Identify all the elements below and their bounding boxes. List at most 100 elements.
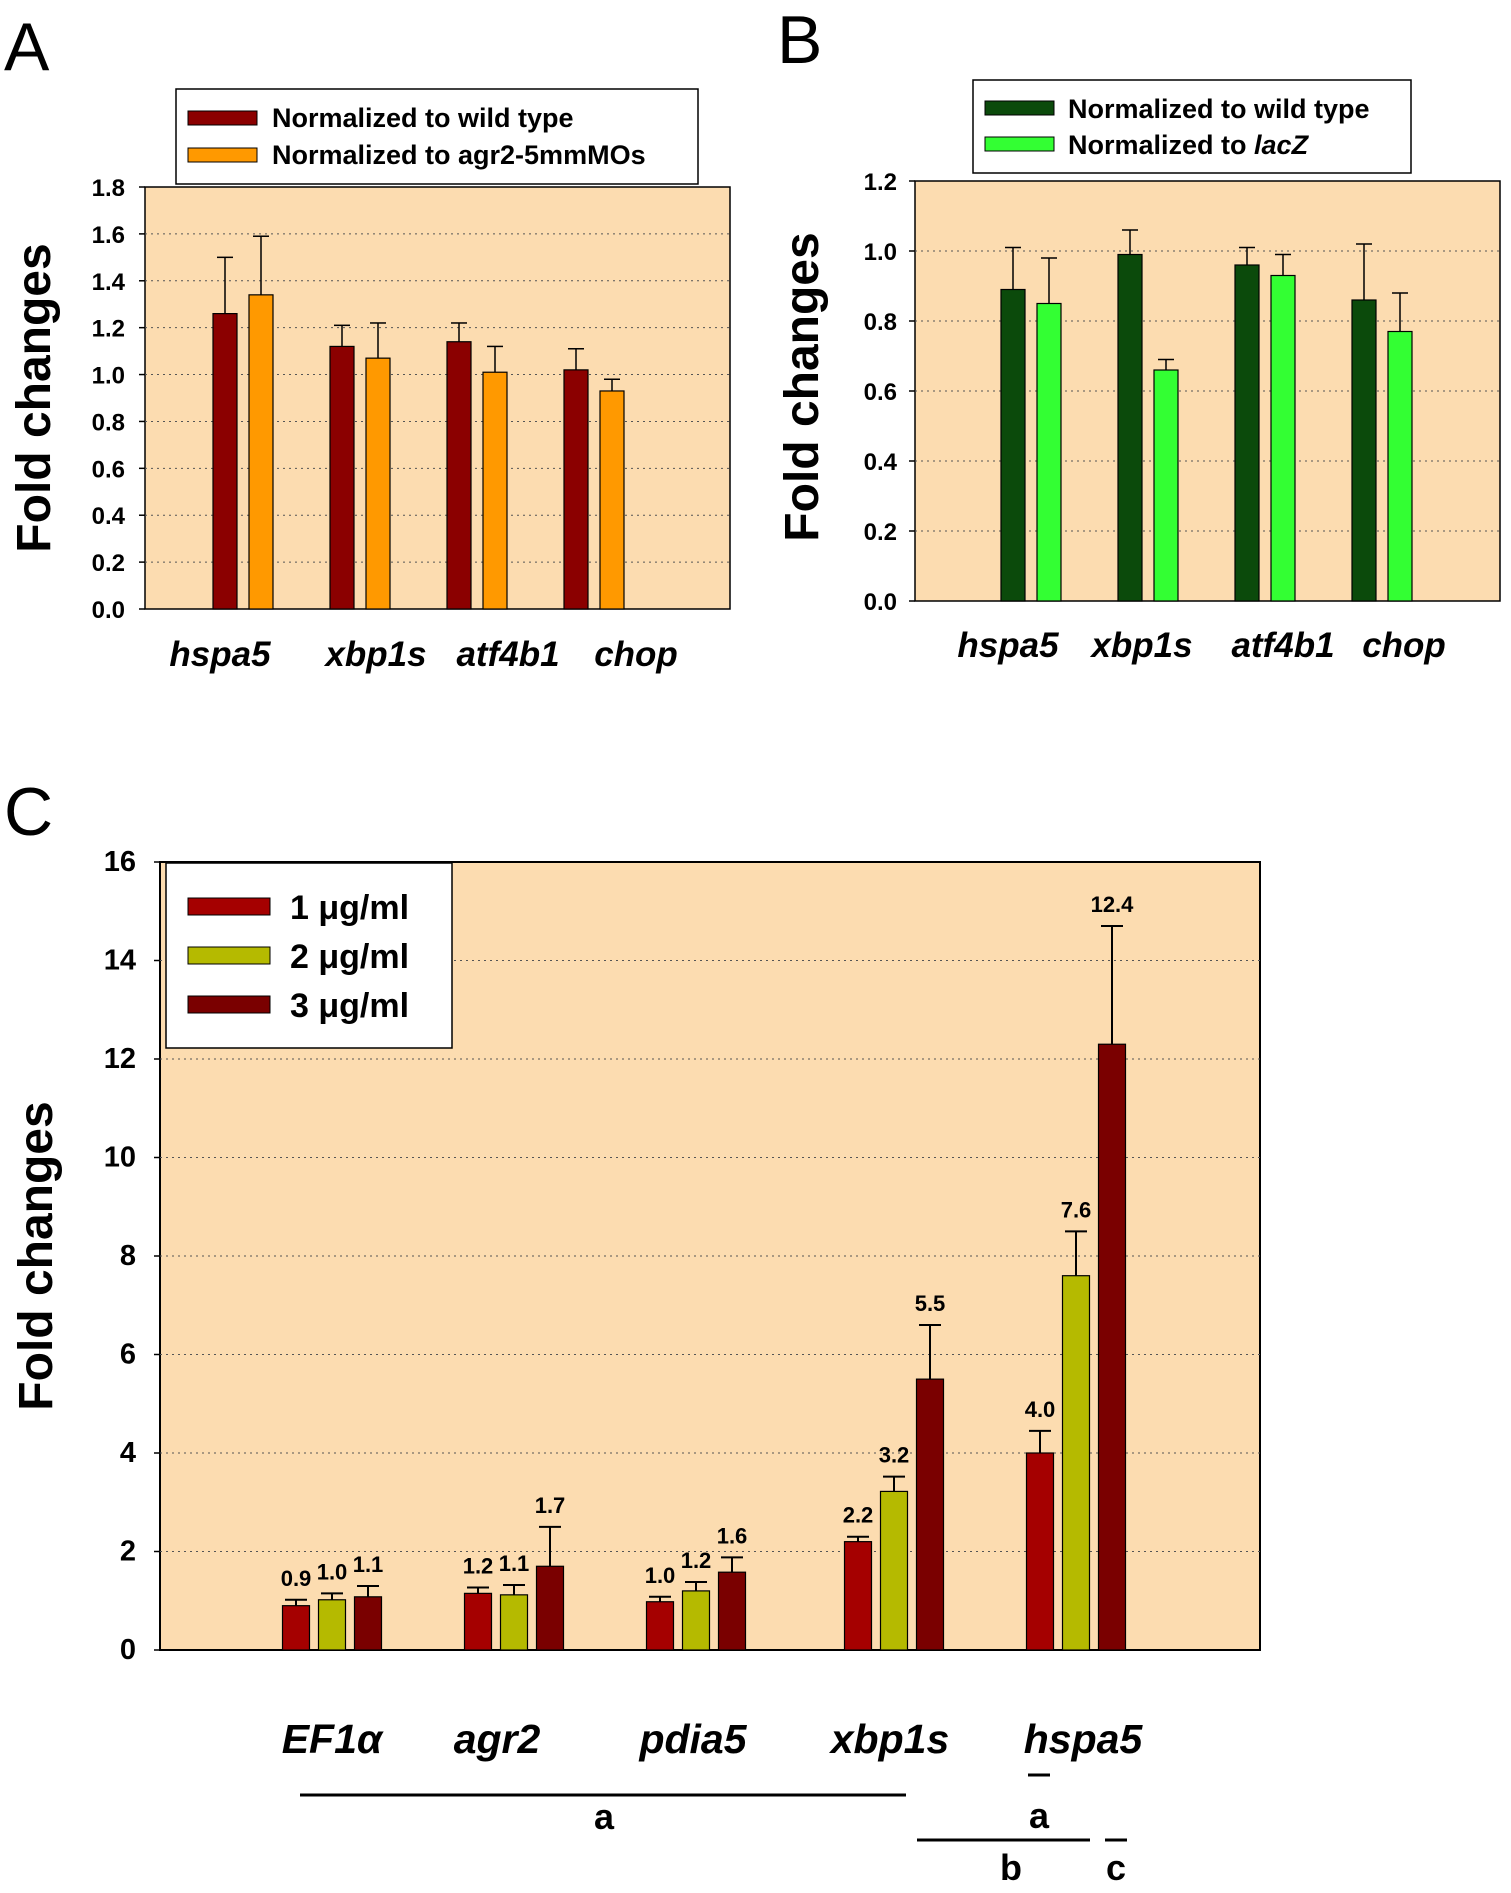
significance-letter-hspa5-a: a xyxy=(1029,1795,1050,1836)
panel-a-gridlines xyxy=(145,233,730,563)
panel-b-bars xyxy=(1000,229,1413,602)
bar xyxy=(1153,369,1179,602)
data-label: 1.1 xyxy=(353,1552,384,1577)
bar xyxy=(499,1594,529,1651)
bar xyxy=(645,1601,675,1651)
y-tick-label: 0.6 xyxy=(864,379,897,406)
y-tick-label: 0.2 xyxy=(92,550,125,577)
panel-b-category-label: chop xyxy=(1362,626,1446,665)
significance-letter-a: a xyxy=(594,1796,615,1837)
panel-c-bars: 0.9 1.2 1.02.24.01.0 1.1 1.23.27.61.11.71.65… xyxy=(281,892,1134,1651)
bar xyxy=(1025,1452,1055,1651)
panel-b-legend: Normalized to wild type Normalized to la… xyxy=(972,79,1412,174)
bar xyxy=(599,390,625,610)
y-tick-label: 1.8 xyxy=(92,175,125,202)
panel-b-category-label: hspa5 xyxy=(957,626,1059,665)
panel-c-y-axis-label: Fold changes xyxy=(10,1101,63,1410)
bar xyxy=(317,1599,347,1651)
data-label: 1.6 xyxy=(717,1523,748,1548)
panel-b-y-axis-label: Fold changes xyxy=(776,232,829,541)
panel-b: B 0.0 0.2 0.4 0.6 0.8 1.0 1.2 Fold changes hsp… xyxy=(776,2,1501,665)
bar xyxy=(281,1605,311,1651)
data-label: 1.2 xyxy=(463,1553,494,1578)
y-tick-label: 12 xyxy=(104,1043,136,1075)
panel-a-category-label: hspa5 xyxy=(169,635,271,674)
bar xyxy=(1061,1275,1091,1651)
data-label: 3.2 xyxy=(879,1443,910,1468)
y-tick-label: 1.4 xyxy=(92,269,126,296)
panel-a-legend-box xyxy=(175,88,699,185)
bar xyxy=(1234,264,1260,602)
y-tick-label: 0.4 xyxy=(864,449,898,476)
panel-c-legend-label: 1 μg/ml xyxy=(290,889,409,927)
panel-a: A 0.0 0.2 0.4 0.6 0.8 1.0 1.2 1.4 1.6 1.8 Fold ch… xyxy=(4,9,731,674)
bar xyxy=(329,345,355,610)
bar xyxy=(1097,1043,1127,1651)
bar xyxy=(535,1565,565,1651)
bar xyxy=(463,1592,493,1651)
y-tick-label: 0 xyxy=(120,1634,136,1666)
panel-a-legend: Normalized to wild type Normalized to ag… xyxy=(175,88,699,185)
data-label: 7.6 xyxy=(1061,1197,1092,1222)
panel-a-y-ticks: 0.0 0.2 0.4 0.6 0.8 1.0 1.2 1.4 1.6 1.8 xyxy=(92,175,145,624)
panel-c-legend: 1 μg/ml 2 μg/ml 3 μg/ml xyxy=(165,862,453,1049)
bar xyxy=(1036,302,1062,602)
panel-c-legend-label: 3 μg/ml xyxy=(290,987,409,1025)
data-label: 1.0 xyxy=(317,1559,348,1584)
panel-b-category-label: xbp1s xyxy=(1089,626,1192,665)
data-label: 1.2 xyxy=(681,1548,712,1573)
bar xyxy=(1270,274,1296,602)
bar xyxy=(482,371,508,610)
panel-c-legend-swatch xyxy=(187,897,271,916)
data-label: 1.7 xyxy=(535,1493,566,1518)
panel-c-legend-label: 2 μg/ml xyxy=(290,938,409,976)
data-label: 1.0 xyxy=(645,1563,676,1588)
data-label: 2.2 xyxy=(843,1503,874,1528)
panel-b-legend-label: Normalized to lacZ xyxy=(1068,130,1310,160)
panel-c-significance: a a b c xyxy=(300,1773,1127,1888)
data-label: 5.5 xyxy=(915,1291,946,1316)
panel-b-legend-swatch xyxy=(984,136,1055,152)
bar xyxy=(248,294,274,610)
significance-letter-c: c xyxy=(1106,1847,1126,1888)
bar xyxy=(212,313,238,610)
y-tick-label: 0.2 xyxy=(864,519,897,546)
panel-c-category-label: xbp1s xyxy=(829,1716,950,1762)
bar xyxy=(1000,288,1026,602)
panel-c-category-label: agr2 xyxy=(454,1716,541,1762)
data-label: 0.9 xyxy=(281,1566,312,1591)
bar xyxy=(915,1378,945,1651)
y-tick-label: 1.6 xyxy=(92,222,125,249)
y-tick-label: 0.4 xyxy=(92,503,126,530)
bar xyxy=(353,1596,383,1651)
y-tick-label: 14 xyxy=(104,945,136,977)
panel-a-category-label: atf4b1 xyxy=(456,635,559,674)
panel-a-legend-swatch xyxy=(187,110,258,126)
panel-a-category-label: chop xyxy=(594,635,678,674)
y-tick-label: 0.8 xyxy=(864,309,897,336)
panel-c-y-ticks: 0 2 4 6 8 10 12 14 16 xyxy=(104,846,160,1666)
bar xyxy=(681,1590,711,1651)
panel-b-categories: hspa5 xbp1s atf4b1 chop xyxy=(957,626,1445,665)
panel-b-legend-label: Normalized to wild type xyxy=(1068,94,1370,124)
y-tick-label: 0.0 xyxy=(864,589,897,616)
bar xyxy=(843,1541,873,1651)
y-tick-label: 2 xyxy=(120,1536,136,1568)
y-tick-label: 1.0 xyxy=(92,363,125,390)
bar xyxy=(563,369,589,610)
panel-c-category-label: hspa5 xyxy=(1024,1716,1144,1762)
panel-b-legend-box xyxy=(972,79,1412,174)
panel-a-legend-label: Normalized to wild type xyxy=(272,103,574,133)
bar xyxy=(879,1490,909,1651)
panel-a-legend-swatch xyxy=(187,147,258,163)
panel-a-categories: hspa5 xbp1s atf4b1 chop xyxy=(169,635,677,674)
panel-a-legend-label: Normalized to agr2-5mmMOs xyxy=(272,140,646,170)
significance-letter-b: b xyxy=(1000,1847,1022,1888)
panel-c-category-label: pdia5 xyxy=(638,1716,747,1762)
panel-b-category-label: atf4b1 xyxy=(1231,626,1334,665)
panel-c: C 0.9 1.2 1.02.24.01.0 1.1 1.23.27.61.11.71.… xyxy=(4,774,1261,1888)
y-tick-label: 6 xyxy=(120,1339,136,1371)
panel-c-categories: EF1α agr2 pdia5 xbp1s hspa5 xyxy=(282,1716,1144,1762)
bar xyxy=(446,341,472,610)
